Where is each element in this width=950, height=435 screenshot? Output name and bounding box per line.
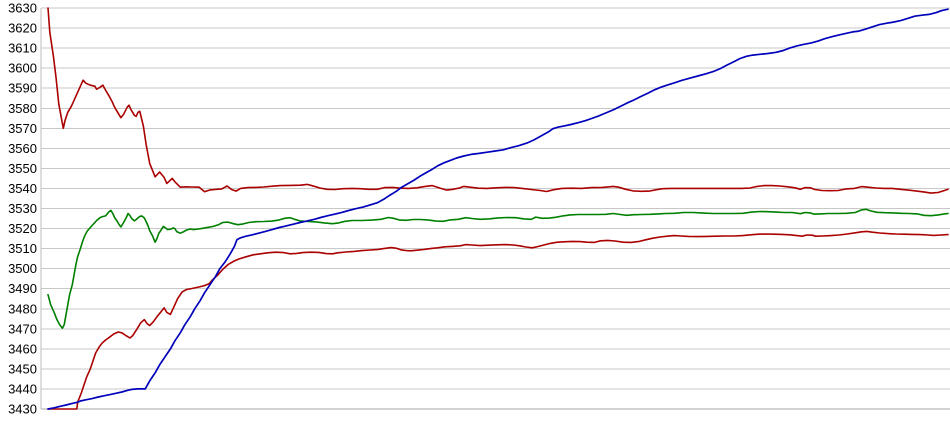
y-axis-tick-label: 3550 xyxy=(8,161,37,176)
y-axis-tick-label: 3440 xyxy=(8,381,37,396)
y-axis-tick-label: 3570 xyxy=(8,121,37,136)
y-axis-tick-label: 3490 xyxy=(8,281,37,296)
y-axis-tick-label: 3540 xyxy=(8,181,37,196)
y-axis-tick-label: 3480 xyxy=(8,301,37,316)
y-axis-tick-label: 3530 xyxy=(8,201,37,216)
y-axis-tick-label: 3450 xyxy=(8,361,37,376)
series-green-mid-line xyxy=(47,208,949,330)
y-axis-tick-label: 3430 xyxy=(8,402,37,417)
y-axis-tick-label: 3510 xyxy=(8,241,37,256)
y-axis-tick-label: 3500 xyxy=(8,261,37,276)
y-axis-tick-label: 3470 xyxy=(8,321,37,336)
y-axis-tick-label: 3580 xyxy=(8,101,37,116)
series-red-upper-line xyxy=(47,7,949,194)
y-axis-tick-label: 3590 xyxy=(8,81,37,96)
y-axis-tick-label: 3630 xyxy=(8,1,37,16)
y-axis-tick-label: 3460 xyxy=(8,341,37,356)
y-axis-tick-label: 3560 xyxy=(8,141,37,156)
series-red-lower-line xyxy=(47,230,949,410)
y-axis-tick-label: 3610 xyxy=(8,41,37,56)
y-axis-tick-label: 3620 xyxy=(8,21,37,36)
y-axis-tick-label: 3520 xyxy=(8,221,37,236)
series-blue-rising-line xyxy=(47,8,949,410)
y-axis-tick-label: 3600 xyxy=(8,61,37,76)
